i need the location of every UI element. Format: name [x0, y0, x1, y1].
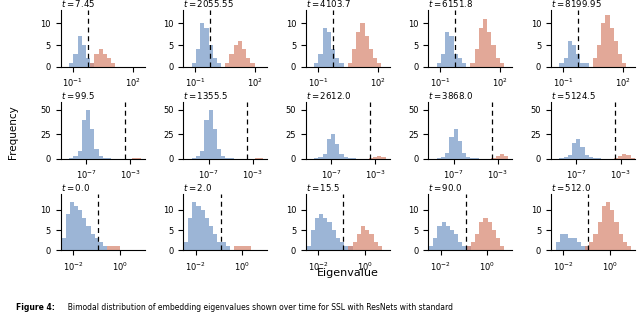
Text: $t = 99.5$: $t = 99.5$: [61, 90, 95, 101]
Text: $t = 90.0$: $t = 90.0$: [428, 182, 463, 193]
Text: $t = 15.5$: $t = 15.5$: [306, 182, 340, 193]
Text: $t = 4103.7$: $t = 4103.7$: [306, 0, 351, 10]
Text: Figure 4:: Figure 4:: [16, 303, 55, 312]
Text: $t = 0.0$: $t = 0.0$: [61, 182, 90, 193]
Text: $t = 512.0$: $t = 512.0$: [551, 182, 591, 193]
Text: $t = 6151.8$: $t = 6151.8$: [428, 0, 474, 10]
Text: Frequency: Frequency: [8, 106, 18, 159]
Text: $t = 2055.55$: $t = 2055.55$: [183, 0, 234, 10]
Text: $t = 5124.5$: $t = 5124.5$: [551, 90, 596, 101]
Text: Bimodal distribution of embedding eigenvalues shown over time for SSL with ResNe: Bimodal distribution of embedding eigenv…: [63, 303, 452, 312]
Text: $t = 8199.95$: $t = 8199.95$: [551, 0, 602, 10]
Text: $t = 1355.5$: $t = 1355.5$: [183, 90, 228, 101]
Text: $t = 2612.0$: $t = 2612.0$: [306, 90, 351, 101]
Text: $t = 2.0$: $t = 2.0$: [183, 182, 212, 193]
Text: $t = 7.45$: $t = 7.45$: [61, 0, 95, 10]
Text: Eigenvalue: Eigenvalue: [317, 268, 379, 278]
Text: $t = 3868.0$: $t = 3868.0$: [428, 90, 474, 101]
